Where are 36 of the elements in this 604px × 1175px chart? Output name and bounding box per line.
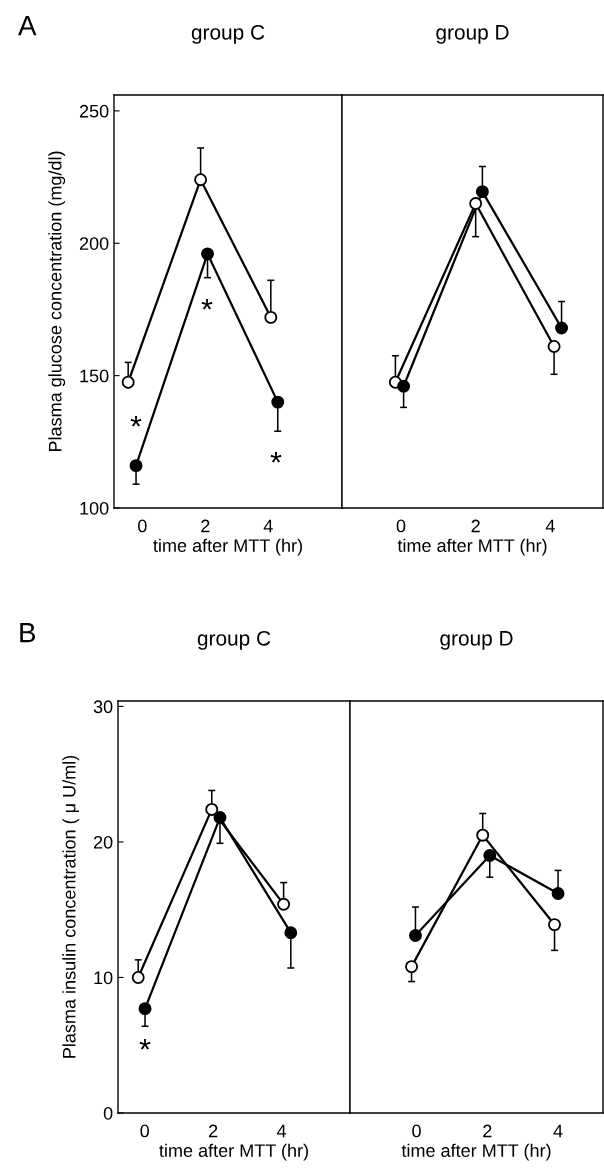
chart-title: group C xyxy=(197,630,271,650)
x-tick-label: 4 xyxy=(276,1124,287,1138)
annotation: * xyxy=(130,415,142,427)
text: A xyxy=(18,16,37,36)
x-tick-label: 0 xyxy=(412,1124,421,1138)
x-axis-title: time after MTT (hr) xyxy=(397,538,547,556)
x-tick-label: 0 xyxy=(396,519,406,533)
x-tick-label: 2 xyxy=(471,519,480,533)
y-tick-label: 200 xyxy=(79,237,109,250)
x-axis-title: time after MTT (hr) xyxy=(159,1143,308,1161)
x-tick-label: 4 xyxy=(263,519,273,533)
x-tick-label: 2 xyxy=(483,1124,492,1138)
y-tick-label: 100 xyxy=(80,501,109,515)
chart-title: group D xyxy=(440,631,513,650)
x-tick-label: 0 xyxy=(138,519,147,533)
y-tick-label: 20 xyxy=(93,835,113,849)
y-tick-label: 0 xyxy=(103,1106,113,1120)
x-tick-label: 4 xyxy=(553,1124,563,1138)
x-axis-title: time after MTT (hr) xyxy=(153,538,302,556)
chart-title: group C xyxy=(191,24,265,44)
x-axis-title: time after MTT (hr) xyxy=(401,1143,551,1161)
annotation: * xyxy=(270,451,282,463)
x-tick-label: 2 xyxy=(201,519,210,533)
chart-title: group D xyxy=(436,25,509,44)
y-tick-label: 150 xyxy=(80,369,109,383)
x-tick-label: 0 xyxy=(140,1124,150,1138)
y-axis-title: Plasma insulin concentration ( μ U/ml) xyxy=(62,755,80,1058)
annotation: * xyxy=(139,1038,151,1050)
y-tick-label: 30 xyxy=(93,700,113,714)
x-tick-label: 4 xyxy=(545,519,555,533)
x-tick-label: 2 xyxy=(209,1124,218,1138)
text: B xyxy=(20,623,36,643)
annotation: * xyxy=(201,298,213,310)
y-axis-title: Plasma glucose concentration (mg/dl) xyxy=(48,151,66,452)
y-tick-label: 250 xyxy=(79,104,109,118)
y-tick-label: 10 xyxy=(94,971,113,985)
